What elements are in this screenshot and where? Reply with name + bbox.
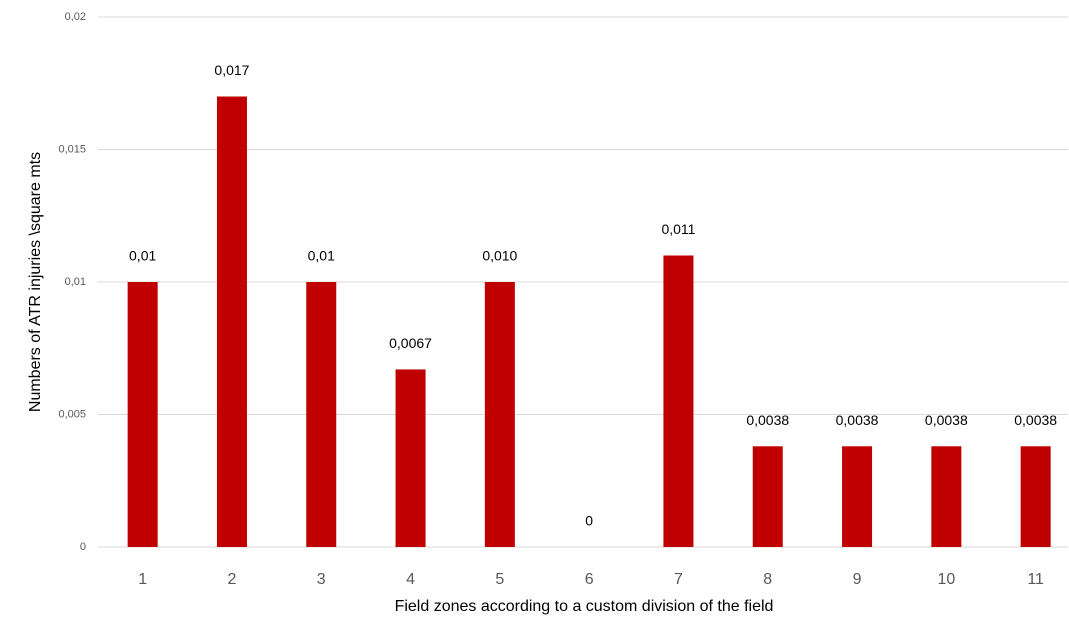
bar [931, 446, 962, 547]
value-label: 0,017 [214, 62, 249, 78]
bar [663, 255, 694, 547]
bar [1020, 446, 1051, 547]
value-label: 0,0038 [925, 412, 968, 428]
x-tick-label: 2 [227, 571, 236, 588]
x-tick-label: 6 [585, 571, 594, 588]
bar [842, 446, 873, 547]
value-label: 0,0067 [389, 335, 432, 351]
bar [216, 96, 247, 547]
x-tick-label: 10 [937, 571, 955, 588]
x-tick-label: 5 [495, 571, 504, 588]
x-tick-label: 4 [406, 571, 415, 588]
x-tick-label: 3 [317, 571, 326, 588]
y-axis-label: Numbers of ATR injuries \square mts [27, 152, 44, 412]
y-tick-label: 0 [80, 541, 86, 553]
bar [484, 282, 515, 547]
y-tick-label: 0,01 [65, 276, 86, 288]
x-tick-label: 1 [138, 571, 147, 588]
value-label: 0,0038 [746, 412, 789, 428]
y-tick-label: 0,015 [58, 143, 86, 155]
x-tick-label: 9 [853, 571, 862, 588]
y-tick-label: 0,005 [58, 408, 86, 420]
x-tick-label: 8 [763, 571, 772, 588]
bar [395, 369, 426, 547]
value-label: 0,010 [482, 248, 517, 264]
value-label: 0 [585, 513, 593, 529]
x-tick-label: 7 [674, 571, 683, 588]
value-label: 0,011 [661, 221, 695, 237]
bar [127, 282, 158, 547]
y-tick-label: 0,02 [65, 11, 86, 23]
x-tick-label: 11 [1027, 571, 1044, 588]
value-label: 0,01 [308, 248, 335, 264]
value-label: 0,0038 [836, 412, 879, 428]
bar [306, 282, 337, 547]
x-axis-label: Field zones according to a custom divisi… [395, 598, 774, 615]
value-label: 0,01 [129, 248, 156, 264]
value-label: 0,0038 [1014, 412, 1057, 428]
bar [752, 446, 783, 547]
